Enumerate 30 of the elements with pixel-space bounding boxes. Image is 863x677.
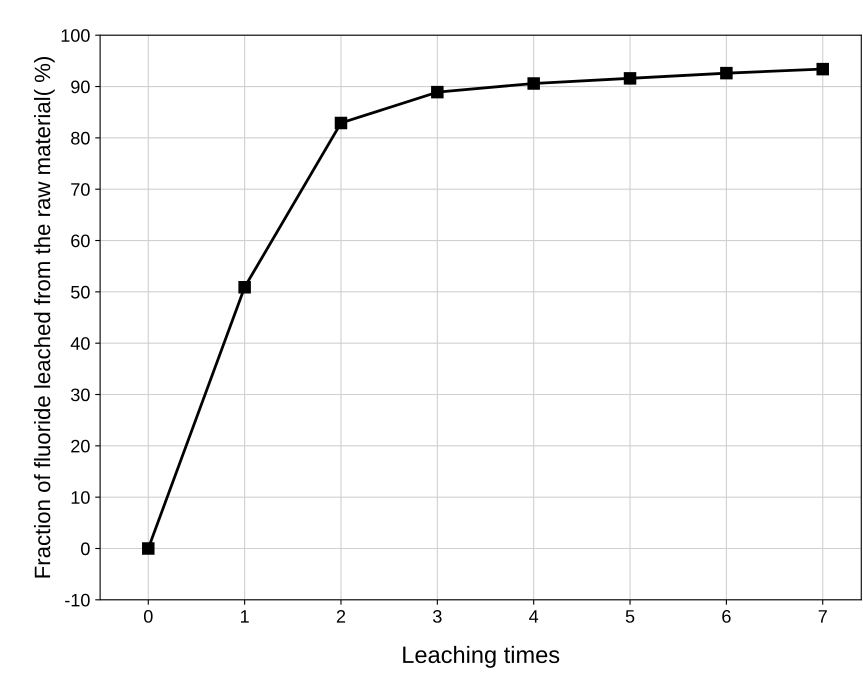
point	[816, 62, 829, 76]
x-tick-label: 0	[144, 610, 153, 623]
y-tick-label: 10	[72, 491, 90, 504]
point	[624, 72, 636, 85]
point	[142, 542, 155, 555]
y-tick-label: 90	[71, 80, 90, 94]
point	[334, 116, 348, 130]
y-tick-label: 60	[71, 234, 90, 248]
y-tick-label: 80	[71, 132, 90, 145]
y-tick-label: 20	[71, 440, 90, 453]
y-tick-label: -10	[65, 594, 90, 607]
point	[238, 280, 251, 294]
x-tick-label: 6	[722, 610, 731, 623]
x-tick-label: 5	[626, 610, 634, 623]
point	[431, 86, 444, 98]
y-tick-label: 100	[62, 29, 90, 42]
y-tick-label: 50	[71, 286, 90, 299]
x-tick-label: 4	[529, 610, 538, 623]
x-tick-label: 7	[818, 610, 827, 623]
x-tick-label: 1	[240, 610, 249, 623]
y-tick-label: 0	[81, 542, 90, 556]
point	[720, 66, 733, 80]
y-axis-title: Fraction of fluoride leached from the raw material( %)	[34, 57, 55, 578]
point	[527, 77, 540, 90]
x-axis-title: Leaching times	[403, 646, 560, 668]
x-tick-label: 2	[336, 610, 346, 623]
x-tick-label: 3	[433, 610, 442, 623]
y-tick-label: 30	[70, 388, 90, 402]
y-tick-label: 40	[70, 337, 90, 350]
y-tick-label: 70	[71, 183, 90, 196]
